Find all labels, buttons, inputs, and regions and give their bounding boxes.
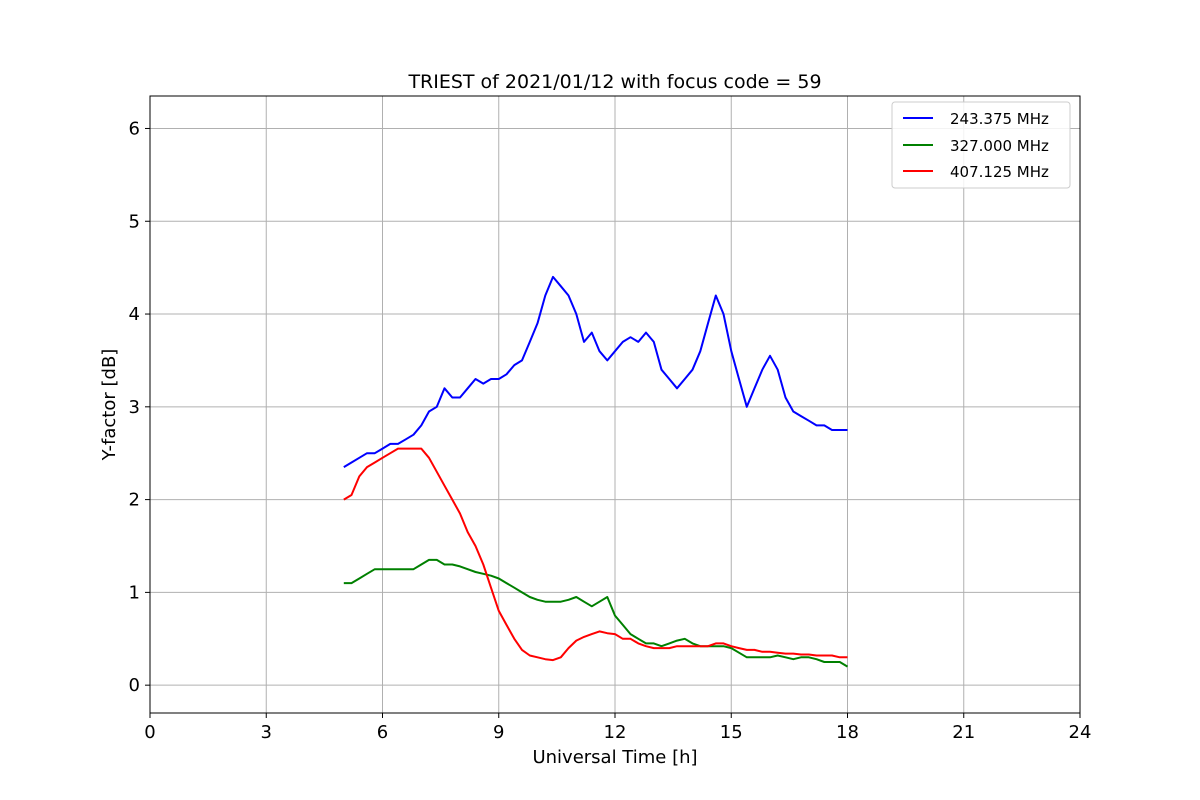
- x-tick-label: 6: [377, 722, 388, 743]
- y-tick-label: 3: [129, 397, 140, 418]
- x-tick-label: 24: [1069, 722, 1092, 743]
- y-tick-label: 0: [129, 675, 140, 696]
- y-tick-label: 2: [129, 490, 140, 511]
- series-line-407-125: [343, 447, 848, 662]
- x-tick-label: 0: [144, 722, 155, 743]
- x-axis-label: Universal Time [h]: [532, 747, 697, 768]
- legend-label-327: 327.000 MHz: [950, 137, 1049, 155]
- y-tick-label: 5: [129, 211, 140, 232]
- x-tick-label: 15: [720, 722, 743, 743]
- series-line-243-375: [343, 275, 848, 468]
- series-line-327-000: [343, 558, 849, 668]
- y-axis-ticks: 0 1 2 3 4 5 6: [129, 118, 150, 696]
- chart-title: TRIEST of 2021/01/12 with focus code = 5…: [407, 71, 821, 93]
- x-tick-label: 3: [261, 722, 272, 743]
- y-tick-label: 1: [129, 582, 140, 603]
- y-axis-label: Y-factor [dB]: [99, 349, 120, 462]
- series-group: [343, 275, 849, 668]
- y-tick-label: 6: [129, 118, 140, 139]
- x-tick-label: 21: [952, 722, 975, 743]
- legend-label-243: 243.375 MHz: [950, 110, 1049, 128]
- legend-label-407: 407.125 MHz: [950, 163, 1049, 181]
- x-axis-ticks: 0 3 6 9 12 15 18 21 24: [144, 713, 1091, 743]
- x-tick-label: 9: [493, 722, 504, 743]
- y-tick-label: 4: [129, 304, 140, 325]
- x-tick-label: 12: [604, 722, 627, 743]
- legend-box: [891, 101, 1071, 189]
- x-tick-label: 18: [836, 722, 859, 743]
- legend: 243.375 MHz 327.000 MHz 407.125 MHz: [891, 101, 1071, 189]
